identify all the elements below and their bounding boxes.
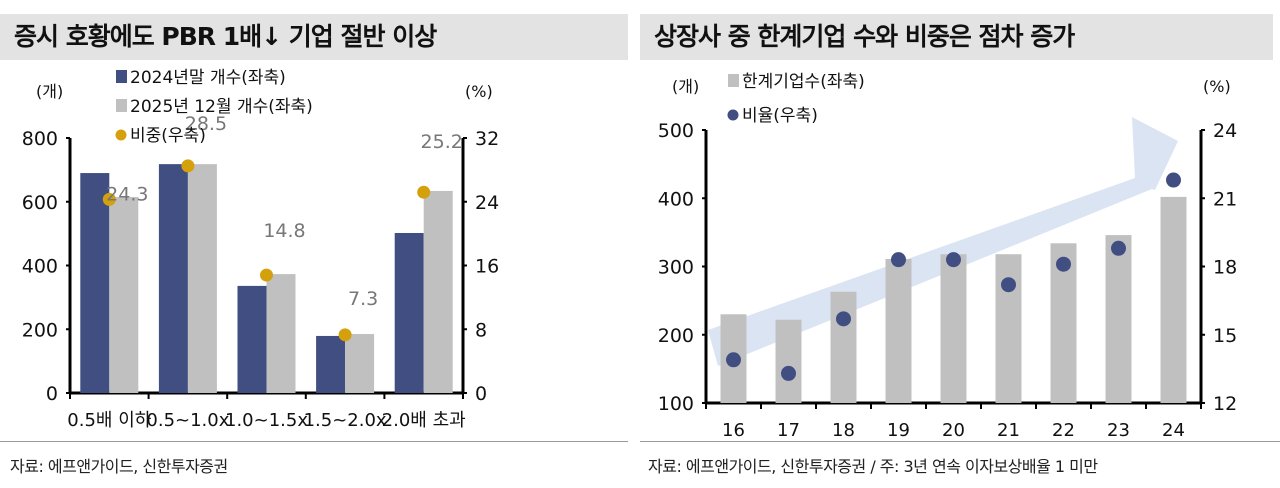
left-unit: (개): [36, 82, 63, 101]
x-tick-label: 21: [997, 420, 1020, 441]
bar-1: [80, 173, 110, 393]
bar-2: [266, 274, 296, 393]
bar-1: [394, 232, 424, 393]
right-tick-label: 16: [475, 256, 499, 278]
left-tick-label: 100: [658, 393, 694, 415]
right-tick-label: 21: [1213, 188, 1237, 210]
trend-arrow: [708, 117, 1178, 366]
right-unit: (%): [465, 82, 493, 101]
x-tick-label: 18: [832, 420, 855, 441]
dot: [946, 252, 961, 268]
dot: [781, 365, 796, 381]
x-tick-label: 0.5~1.0x: [146, 410, 229, 431]
right-tick-label: 32: [475, 128, 499, 150]
x-tick-label: 1.0~1.5x: [225, 410, 308, 431]
data-label: 14.8: [263, 220, 305, 242]
right-tick-label: 18: [1213, 257, 1237, 279]
legend-label: 한계기업수(좌축): [742, 72, 865, 92]
left-tick-label: 400: [658, 188, 694, 210]
right-source: 자료: 에프앤가이드, 신한투자증권 / 주: 3년 연속 이자보상배율 1 미…: [648, 457, 1098, 476]
dot: [1111, 240, 1126, 256]
left-tick-label: 0: [46, 383, 58, 405]
x-tick-label: 23: [1107, 420, 1130, 441]
dot: [181, 159, 195, 173]
right-tick-label: 12: [1213, 393, 1237, 415]
dot: [338, 328, 352, 342]
legend-label: 비중(우축): [130, 126, 206, 146]
left-tick-label: 600: [22, 192, 58, 214]
x-tick-label: 0.5배 이하: [67, 410, 151, 431]
right-tick-label: 24: [475, 192, 499, 214]
x-tick-label: 1.5~2.0x: [304, 410, 387, 431]
legend-label: 비율(우축): [742, 106, 818, 126]
x-tick-label: 16: [722, 420, 745, 441]
right-divider: [640, 441, 1280, 442]
dot: [726, 352, 741, 368]
bar-2: [187, 164, 217, 393]
bar-1: [830, 291, 857, 403]
bar-1: [885, 258, 912, 403]
dot: [260, 268, 273, 282]
left-chart-title: 증시 호황에도 PBR 1배↓ 기업 절반 이상: [0, 14, 628, 60]
bar-1: [1105, 235, 1132, 403]
bar-2: [109, 196, 139, 393]
dot: [102, 192, 116, 206]
legend-marker: [115, 129, 127, 141]
data-label: 25.2: [421, 131, 463, 153]
left-tick-label: 500: [658, 120, 694, 142]
x-tick-label: 19: [887, 420, 910, 441]
data-label: 28.5: [185, 113, 227, 135]
bar-2: [345, 334, 375, 393]
data-label: 24.3: [106, 183, 148, 205]
charts-svg: 0 200 400 600 800 0 8 16 24 32 (개) (%) 0.5배 이하0.5~1.…: [22, 68, 1237, 441]
left-source: 자료: 에프앤가이드, 신한투자증권: [10, 457, 228, 476]
x-tick-label: 22: [1052, 420, 1075, 441]
legend-swatch: [116, 99, 127, 112]
dot: [1056, 256, 1071, 272]
x-tick-label: 20: [942, 420, 965, 441]
dot: [1001, 277, 1016, 293]
bar-2: [423, 190, 453, 393]
left-tick-label: 200: [658, 325, 694, 347]
x-tick-label: 24: [1162, 420, 1185, 441]
data-label: 7.3: [348, 288, 378, 310]
dot: [836, 311, 851, 327]
bar-1: [316, 335, 346, 393]
legend-swatch: [728, 74, 739, 87]
dot: [891, 252, 906, 268]
left-tick-label: 300: [658, 257, 694, 279]
legend-label: 2024년말 개수(좌축): [130, 68, 286, 88]
left-divider: [0, 441, 628, 442]
right-tick-label: 8: [475, 319, 487, 341]
right-chart-title: 상장사 중 한계기업 수와 비중은 점차 증가: [640, 14, 1273, 60]
right-tick-label: 15: [1213, 325, 1237, 347]
dot: [417, 185, 431, 199]
bar-1: [237, 285, 267, 393]
left-tick-label: 200: [22, 319, 58, 341]
dot: [1166, 172, 1181, 188]
left-tick-label: 800: [22, 128, 58, 150]
x-tick-label: 2.0배 초과: [382, 410, 466, 431]
bar-1: [1160, 196, 1187, 403]
x-tick-label: 17: [777, 420, 800, 441]
bar-1: [995, 254, 1022, 403]
legend-label: 2025년 12월 개수(좌축): [130, 97, 313, 117]
left-tick-label: 400: [22, 256, 58, 278]
legend-marker: [727, 109, 739, 121]
bar-1: [940, 254, 967, 403]
bar-1: [775, 319, 802, 403]
bar-1: [158, 164, 188, 393]
right-tick-label: 0: [475, 383, 487, 405]
legend-swatch: [116, 70, 127, 83]
left-unit: (개): [672, 77, 699, 96]
right-unit: (%): [1203, 77, 1231, 96]
right-tick-label: 24: [1213, 120, 1237, 142]
